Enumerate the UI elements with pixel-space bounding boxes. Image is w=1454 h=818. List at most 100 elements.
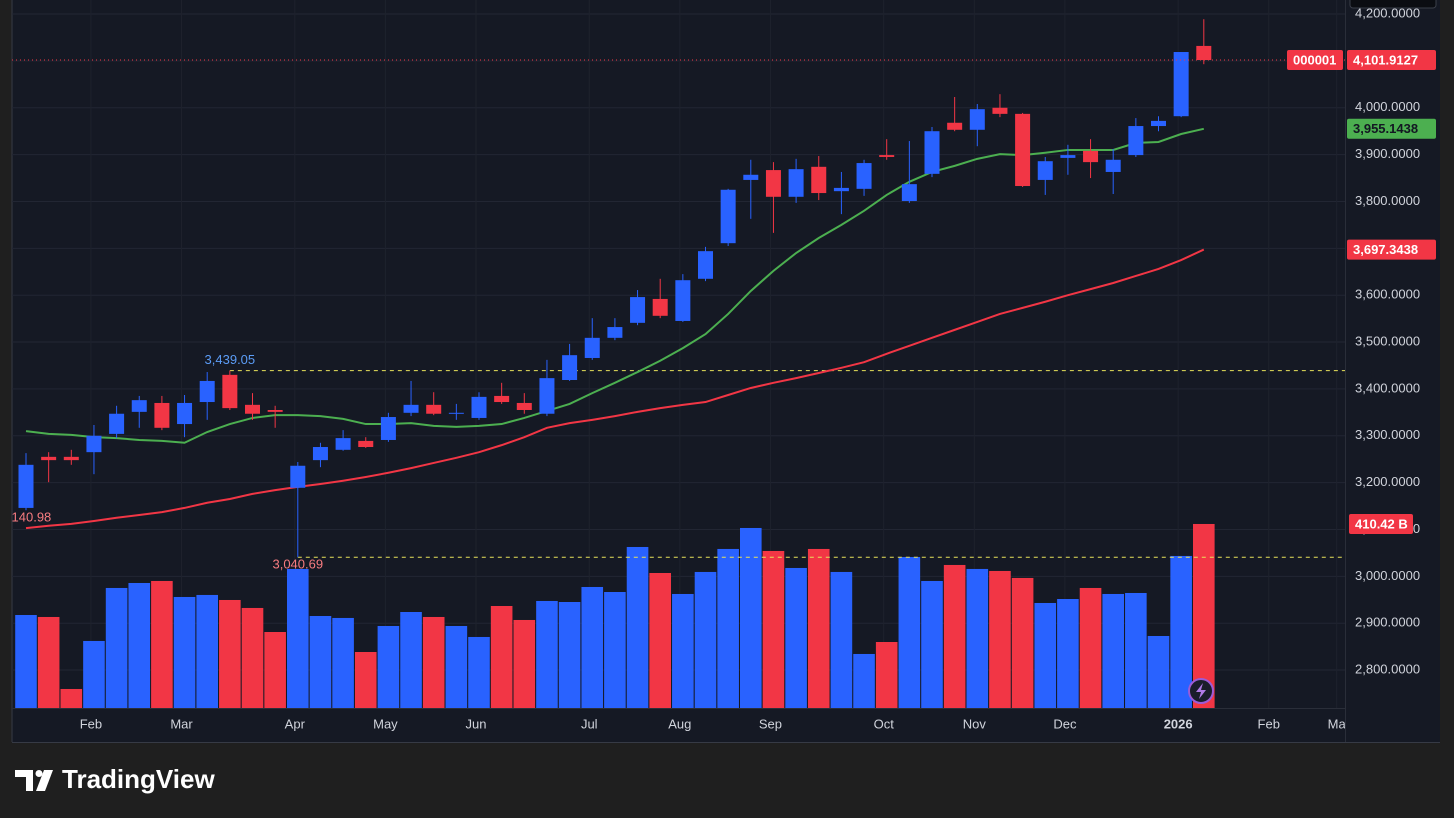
extreme-label: 3,040.69 [272,557,323,572]
volume-bar [717,548,739,708]
volume-bar [264,631,286,708]
symbol-tag: 000001 [1293,52,1336,67]
volume-bar [762,550,785,708]
extreme-label: 3,439.05 [205,352,256,367]
candle-body [335,438,351,450]
volume-bar [332,617,354,708]
logo-mark [36,770,53,791]
x-tick-label: May [373,716,398,731]
y-tick-label: 3,300.0000 [1355,427,1420,442]
candle-body [630,297,646,323]
volume-bar [309,615,332,708]
candle-body [743,174,759,180]
volume-bar [105,587,128,708]
candle-body [222,374,238,409]
price-pane: 3,439.05 3,040.69 3,140.98 [12,19,1345,572]
ma-price-tag-bg [1347,118,1436,139]
candle-body [788,169,804,197]
price-tags: 3,955.1438 3,697.3438 410.42 B 4,101.9127 00… [1287,50,1436,534]
volume-tag: 410.42 B [1355,516,1408,531]
volume-bar [604,592,626,708]
candle-body [1015,113,1031,187]
volume-bar [287,568,309,708]
candle-body [584,337,600,358]
candle-body [652,298,668,316]
y-tick-label: 3,000.0000 [1355,568,1420,583]
x-tick-label: Feb [1258,716,1280,731]
x-tick-label: Oct [874,716,895,731]
volume-bar [1193,523,1215,708]
candle-body [516,402,532,410]
candle-body [607,327,623,338]
volume-bar [241,607,264,708]
y-tick-label: 2,900.0000 [1355,615,1420,630]
alert-bolt [1196,683,1206,699]
volume-bar [558,602,581,708]
volume-bar [1057,598,1079,708]
candle-body [856,163,872,189]
volume-bar [1125,592,1147,708]
x-tick-label: Jul [581,716,598,731]
ma-price-tag: 3,955.1438 [1353,121,1418,136]
candle-body [131,400,147,412]
candle-body [177,402,193,425]
volume-bar [1079,587,1102,708]
candle-body [765,170,781,197]
axis-button[interactable] [1349,0,1437,9]
volume-bar [853,653,875,708]
ma-price-tag-bg [1347,239,1436,260]
volume-bar [354,651,377,708]
moving-average [25,127,1205,444]
candle-body [86,435,102,453]
candle-body [1151,120,1166,127]
ma-price-tag: 3,697.3438 [1353,242,1418,257]
y-tick-label: 4,200.0000 [1355,5,1420,20]
x-tick-label: Mar [170,716,193,731]
candle-body [471,396,487,418]
candle-body [312,447,328,461]
volume-bar [422,616,445,708]
candle-body [811,166,827,194]
candle-body [1037,161,1053,180]
volume-bar [1102,593,1124,708]
x-tick-label: Nov [963,716,987,731]
volume-bar [740,527,762,708]
volume-bar [490,605,513,708]
x-tick-label: Dec [1053,716,1077,731]
volume-pane [15,523,1215,708]
x-tick-label: Aug [668,716,691,731]
candle-body [720,189,736,244]
candle-body [41,456,57,461]
candle-body [245,404,260,414]
candle-body [969,109,985,130]
candle-body [698,251,713,279]
candle-body [1105,159,1121,172]
candle-body [199,380,215,403]
volume-bar [196,594,218,708]
alert-icon[interactable] [1188,678,1214,704]
volume-bar [1011,577,1034,708]
candle-body [924,131,940,174]
candle-body [267,409,283,412]
candle-body [675,280,691,321]
candle-body [1196,45,1212,61]
x-tick-label: Ma [1328,716,1347,731]
volume-bar [83,640,105,708]
last-price-tag: 4,101.9127 [1353,52,1418,67]
candle-body [947,122,963,130]
candle-body [109,413,125,434]
volume-bar [672,593,694,708]
y-tick-label: 3,600.0000 [1355,287,1420,302]
volume-bar [173,596,196,708]
candle-body [448,412,464,414]
volume-bar [807,548,830,708]
candle-body [290,465,306,488]
logo-dot [35,770,43,777]
volume-bar [37,616,60,708]
y-tick-label: 3,200.0000 [1355,474,1420,489]
x-tick-label: Feb [80,716,102,731]
candle-body [358,440,374,448]
y-tick-label: 3,400.0000 [1355,380,1420,395]
volume-bar [468,636,490,708]
